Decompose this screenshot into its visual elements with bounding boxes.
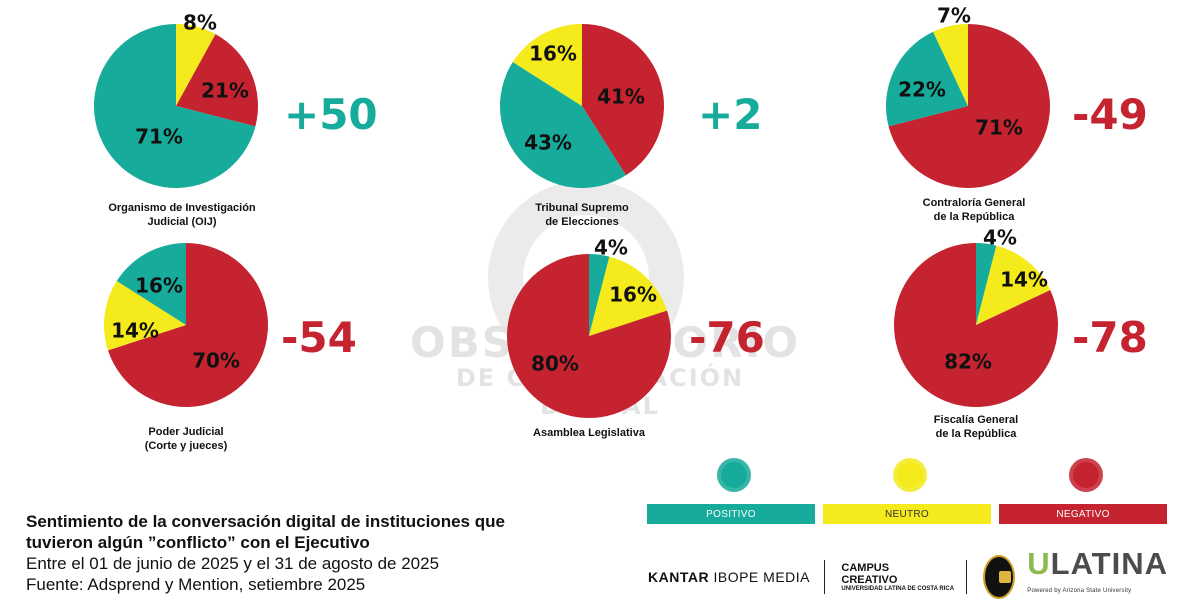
positive-chat-icon	[717, 458, 751, 492]
pie-chart-2: 41% 43% 16% +2 Tribunal Supremo de Elecciones	[500, 24, 762, 228]
pie-chart-5: 4% 16% 80% -76 Asamblea Legislativa	[507, 236, 765, 439]
ulatina-powered-by: Powered by Arizona State University	[1027, 587, 1132, 594]
slice-label: 71%	[975, 116, 1023, 140]
pie-chart-1: 8% 21% 71% +50 Organismo de Investigación Jud…	[93, 11, 378, 228]
institution-title: de Elecciones	[545, 216, 618, 228]
footer-title-line2: tuvieron algún ”conflicto” con el Ejecut…	[26, 533, 370, 552]
institution-title: Contraloría General	[923, 197, 1026, 209]
pie-slice	[93, 24, 256, 188]
institution-title: Judicial (OIJ)	[147, 216, 216, 228]
institution-title: Tribunal Supremo	[535, 202, 629, 214]
pie-chart-4: 70% 14% 16% -54 Poder Judicial (Corte y juece…	[103, 243, 357, 452]
institution-title: Poder Judicial	[148, 426, 223, 438]
slice-label: 41%	[597, 85, 645, 109]
slice-label: 70%	[192, 349, 240, 373]
ulatina-u: U	[1027, 545, 1051, 581]
footer-date-range: Entre el 01 de junio de 2025 y el 31 de …	[26, 554, 440, 573]
negative-chat-icon	[1069, 458, 1103, 492]
legend-negative: NEGATIVO	[999, 458, 1167, 526]
pie-slice	[933, 24, 968, 106]
footer-text-block: Sentimiento de la conversación digital d…	[26, 511, 586, 595]
legend-positive-label: POSITIVO	[647, 504, 815, 524]
slice-label: 71%	[135, 125, 183, 149]
net-sentiment-score: -54	[281, 313, 357, 362]
institution-title: de la República	[934, 211, 1016, 223]
pie-slice	[176, 24, 216, 106]
campus-subtitle: UNIVERSIDAD LATINA DE COSTA RICA	[841, 585, 955, 592]
slice-label: 16%	[609, 283, 657, 307]
pie-slice	[512, 24, 582, 106]
campus-line2: CREATIVO	[841, 573, 898, 586]
award-badge-icon	[983, 555, 1016, 599]
legend-negative-label: NEGATIVO	[999, 504, 1167, 524]
pie-charts-svg: 8% 21% 71% +50 Organismo de Investigación Jud…	[93, 4, 1148, 452]
pie-slice	[888, 24, 1051, 188]
slice-label: 22%	[898, 78, 946, 102]
pie-slice	[976, 245, 1051, 325]
kantar-logo: KANTAR IBOPE MEDIA	[648, 569, 810, 585]
institution-title: (Corte y jueces)	[145, 440, 228, 452]
slice-label: 4%	[983, 226, 1017, 250]
kantar-word: KANTAR	[648, 569, 710, 585]
slice-label: 80%	[531, 352, 579, 376]
pie-slice	[108, 243, 268, 407]
slice-label: 8%	[183, 11, 217, 35]
pie-slice	[976, 243, 997, 325]
net-sentiment-score: -49	[1072, 90, 1148, 139]
pie-slice	[589, 256, 667, 336]
institution-title: Organismo de Investigación	[108, 202, 256, 214]
slice-label: 16%	[135, 274, 183, 298]
pie-slice	[507, 254, 672, 418]
net-sentiment-score: +50	[284, 90, 378, 139]
logo-separator-2	[966, 560, 968, 594]
pie-chart-3: 71% 22% 7% -49 Contraloría General de la Repú…	[886, 4, 1148, 223]
institution-title: de la República	[936, 428, 1018, 440]
footer-source: Fuente: Adsprend y Mention, setiembre 20…	[26, 575, 366, 594]
pie-slice	[500, 62, 626, 188]
net-sentiment-score: -78	[1072, 313, 1148, 362]
ulatina-rest: LATINA	[1050, 545, 1168, 581]
institution-title: Asamblea Legislativa	[533, 427, 646, 439]
footer-title-line1: Sentimiento de la conversación digital d…	[26, 512, 505, 531]
slice-label: 4%	[594, 236, 628, 260]
campus-line1: CAMPUS	[841, 561, 890, 574]
neutral-robot-icon	[893, 458, 927, 492]
legend-positive: POSITIVO	[647, 458, 815, 526]
pie-slice	[103, 281, 186, 351]
legend-neutral-label: NEUTRO	[823, 504, 991, 524]
ibope-word: IBOPE MEDIA	[713, 569, 810, 585]
campus-creativo-logo: CAMPUS CREATIVO UNIVERSIDAD LATINA DE CO…	[841, 562, 954, 593]
slice-label: 16%	[529, 42, 577, 66]
slice-label: 7%	[937, 4, 971, 28]
pie-slice	[116, 243, 186, 325]
pie-slice	[894, 243, 1059, 407]
slice-label: 14%	[1000, 268, 1048, 292]
slice-label: 82%	[944, 350, 992, 374]
slice-label: 14%	[111, 319, 159, 343]
pie-chart-6: 4% 14% 82% -78 Fiscalía General de la Repúbli…	[894, 226, 1148, 440]
pie-slice	[589, 254, 610, 336]
partner-logos: KANTAR IBOPE MEDIA CAMPUS CREATIVO UNIVE…	[648, 548, 1168, 599]
net-sentiment-score: +2	[698, 90, 762, 139]
logo-separator	[824, 560, 826, 594]
legend-neutral: NEUTRO	[823, 458, 991, 526]
slice-label: 43%	[524, 131, 572, 155]
net-sentiment-score: -76	[689, 313, 765, 362]
pie-slice	[176, 34, 258, 127]
pie-slice	[582, 24, 664, 176]
pie-slice	[886, 31, 968, 127]
institution-title: Fiscalía General	[934, 414, 1018, 426]
slice-label: 21%	[201, 79, 249, 103]
ulatina-logo: ULATINA Powered by Arizona State Univers…	[1027, 548, 1168, 604]
